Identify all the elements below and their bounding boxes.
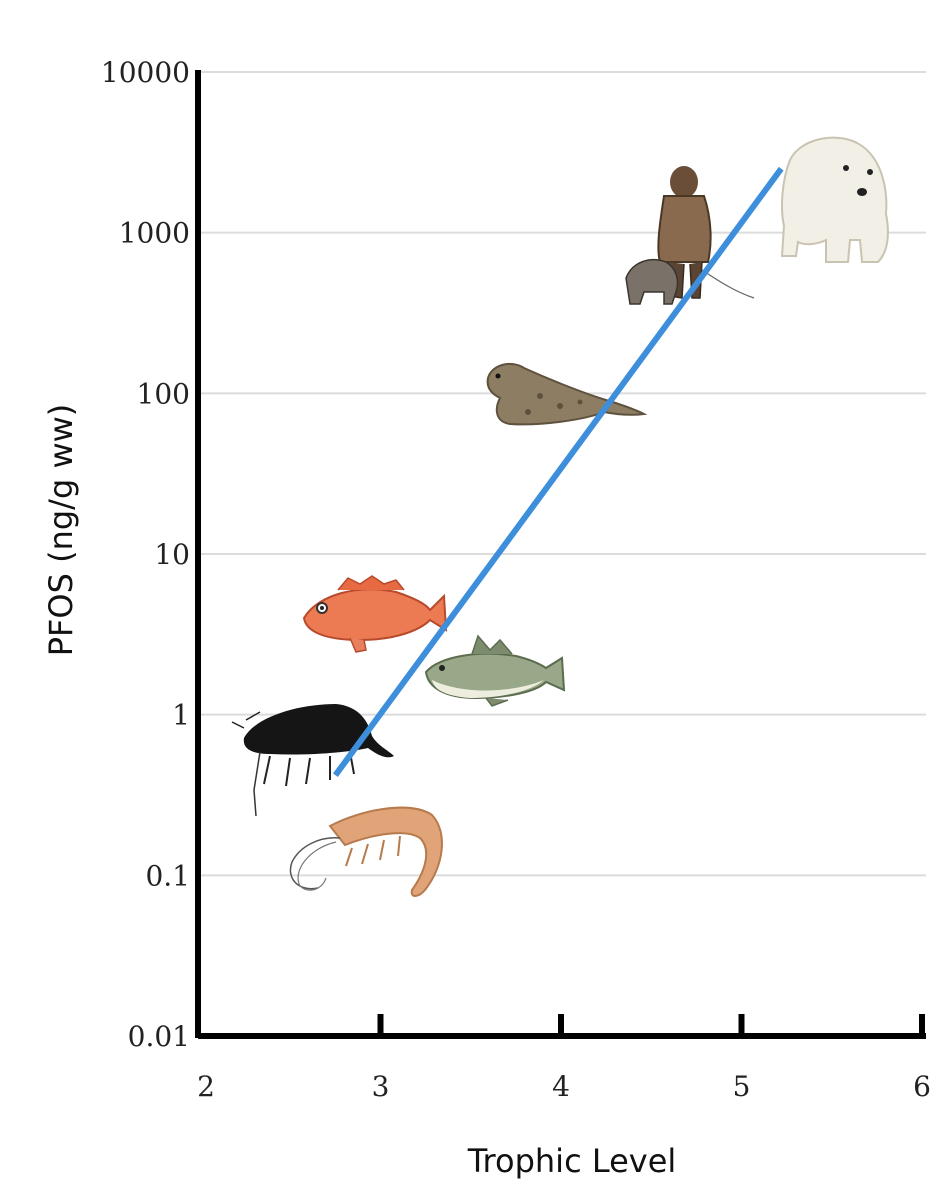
human-with-dog-icon — [625, 166, 755, 305]
x-tick-labels: 2 3 4 5 6 — [197, 1070, 931, 1103]
y-tick-label: 10 — [154, 538, 190, 571]
redfish-icon — [302, 575, 448, 653]
y-tick-label: 0.1 — [145, 859, 190, 892]
x-tick-marks — [377, 1014, 925, 1038]
cod-icon — [424, 634, 566, 707]
y-tick-labels: 0.01 0.1 1 10 100 1000 10000 — [101, 56, 190, 1053]
x-tick-label: 4 — [552, 1070, 570, 1103]
x-tick-label: 5 — [733, 1070, 751, 1103]
shrimp-icon — [289, 806, 443, 897]
y-tick-label: 10000 — [101, 56, 190, 89]
x-tick-label: 2 — [197, 1070, 215, 1103]
y-tick-label: 100 — [137, 377, 190, 410]
y-tick-label: 1 — [172, 699, 190, 732]
y-axis-title: PFOS (ng/g ww) — [42, 404, 80, 657]
organisms — [231, 136, 889, 897]
polar-bear-icon — [780, 136, 889, 263]
x-tick-label: 3 — [372, 1070, 390, 1103]
y-tick-label: 1000 — [119, 217, 190, 250]
y-tick-label: 0.01 — [128, 1020, 190, 1053]
trend-line — [332, 166, 784, 777]
amphipod-icon — [231, 704, 394, 817]
x-tick-label: 6 — [913, 1070, 931, 1103]
x-axis-title: Trophic Level — [467, 1142, 677, 1180]
